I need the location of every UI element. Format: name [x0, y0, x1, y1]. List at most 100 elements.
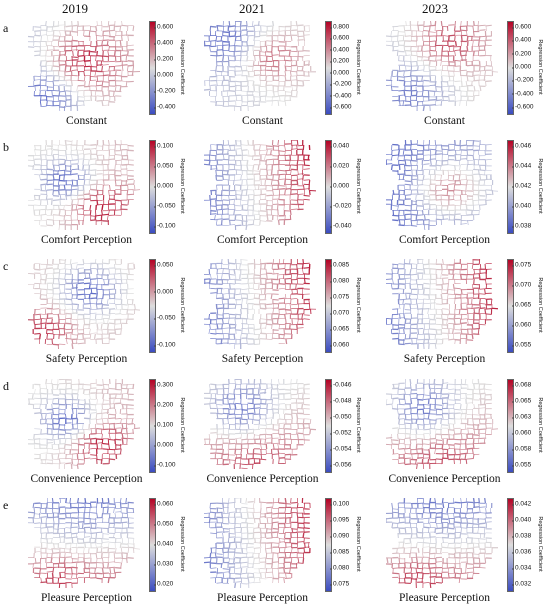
street-segment: [90, 215, 97, 217]
street-segment: [298, 204, 300, 211]
street-segment: [52, 397, 60, 400]
street-segment: [108, 458, 116, 461]
street-segment: [83, 438, 91, 440]
colorbar-ticks: 0.600 0.400 0.200 0.000 -0.200 -0.400: [153, 21, 193, 113]
street-segment: [121, 433, 124, 440]
street-segment: [215, 174, 218, 181]
street-segment: [226, 149, 229, 156]
street-segment: [485, 199, 492, 201]
street-segment: [40, 35, 42, 42]
street-segment: [386, 35, 393, 38]
street-segment: [34, 438, 41, 440]
year-label-2023: 2023: [422, 1, 448, 16]
street-segment: [108, 417, 116, 420]
street-segment: [90, 194, 97, 197]
street-segment: [88, 80, 90, 87]
colorbar-tick-label: 0.050: [153, 261, 174, 269]
street-segment: [404, 209, 411, 212]
street-segment: [72, 408, 74, 415]
street-segment: [441, 45, 444, 52]
row-d: d 0.300 0.200 0.100 0.000 -0.100 Regression Co…: [0, 373, 550, 493]
street-segment: [120, 75, 123, 82]
street-segment: [100, 60, 103, 67]
street-segment: [76, 463, 79, 469]
street-segment: [131, 70, 134, 77]
street-segment: [417, 210, 424, 212]
map-panel: 0.600 0.400 0.200 0.000 -0.200 -0.400 Regressi…: [24, 15, 199, 135]
map-title: Comfort Perception: [398, 234, 491, 246]
street-segment: [303, 184, 305, 191]
street-segment: [114, 408, 117, 415]
street-segment: [491, 307, 498, 310]
street-segment: [71, 312, 78, 315]
street-segment: [290, 293, 292, 300]
street-segment: [108, 288, 111, 295]
street-segment: [429, 103, 436, 106]
street-segment: [479, 263, 482, 270]
street-segment: [71, 343, 74, 349]
street-segment: [239, 263, 241, 270]
street-segment: [479, 169, 486, 172]
street-segment: [126, 174, 129, 181]
street-segment: [296, 199, 299, 206]
street-segment: [398, 34, 405, 37]
street-segment: [252, 283, 255, 290]
street-segment: [453, 313, 456, 320]
street-segment: [429, 318, 436, 321]
street-segment: [45, 70, 47, 77]
street-segment: [278, 337, 285, 340]
street-segment: [471, 283, 474, 290]
street-segment: [460, 158, 467, 160]
street-segment: [402, 174, 405, 181]
street-segment: [228, 262, 236, 265]
street-segment: [59, 388, 61, 395]
street-segment: [454, 35, 456, 42]
street-segment: [417, 342, 424, 345]
map-panel: 0.800 0.600 0.400 0.200 0.000 -0.200 -0.400 -0.…: [200, 15, 375, 135]
street-segment: [453, 140, 456, 146]
street-segment: [82, 388, 85, 395]
street-segment: [39, 75, 42, 82]
street-segment: [477, 189, 480, 196]
street-segment: [45, 60, 48, 67]
street-segment: [253, 85, 256, 92]
street-segment: [471, 323, 474, 330]
street-segment: [466, 164, 469, 171]
street-segment: [284, 313, 292, 315]
street-segment: [103, 278, 105, 285]
street-segment: [106, 408, 109, 415]
street-segment: [453, 214, 456, 221]
street-segment: [441, 218, 449, 220]
street-segment: [479, 204, 481, 211]
street-segment: [240, 333, 242, 340]
street-segment: [59, 174, 66, 176]
street-segment: [253, 189, 255, 196]
street-segment: [403, 70, 405, 77]
colorbar: [149, 21, 156, 115]
street-segment: [235, 282, 242, 285]
street-segment: [479, 293, 486, 295]
street-segment: [423, 282, 430, 285]
street-segment: [460, 322, 467, 325]
street-segment: [404, 69, 411, 72]
street-segment: [90, 288, 93, 295]
street-segment: [114, 140, 117, 146]
street-segment: [101, 313, 103, 320]
street-segment: [131, 418, 134, 425]
street-segment: [386, 44, 393, 47]
street-segment: [472, 25, 475, 32]
street-segment: [458, 308, 461, 315]
street-segment: [96, 268, 99, 275]
street-segment: [90, 263, 92, 270]
street-segment: [284, 75, 287, 82]
street-segment: [479, 204, 486, 206]
street-segment: [114, 259, 117, 265]
street-segment: [478, 169, 480, 176]
street-segment: [90, 454, 97, 456]
street-segment: [266, 174, 273, 176]
colorbar-tick-label: 0.085: [329, 261, 350, 269]
street-segment: [398, 209, 400, 216]
street-segment: [479, 303, 482, 310]
street-segment: [90, 50, 97, 53]
street-segment: [253, 273, 255, 280]
